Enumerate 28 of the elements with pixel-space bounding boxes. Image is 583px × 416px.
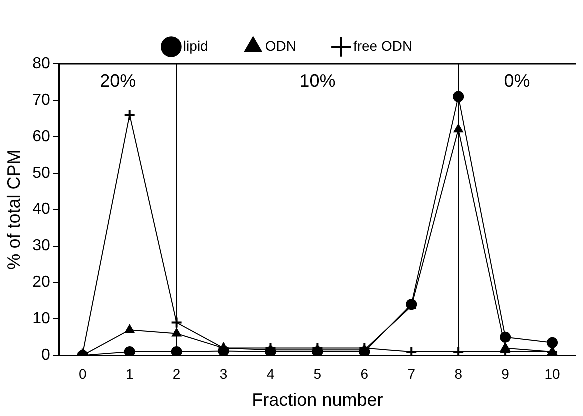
annotation: 0% xyxy=(504,70,530,91)
x-tick-label: 5 xyxy=(314,366,322,382)
y-tick-label: 20 xyxy=(32,274,50,292)
y-tick-label: 60 xyxy=(32,128,50,146)
x-tick-label: 4 xyxy=(266,366,275,382)
x-tick-label: 9 xyxy=(502,366,510,382)
x-axis-title: Fraction number xyxy=(252,390,384,410)
legend-label: free ODN xyxy=(353,38,413,54)
y-tick-label: 0 xyxy=(41,347,50,364)
y-tick-label: 80 xyxy=(32,55,50,72)
x-tick-label: 0 xyxy=(78,366,87,382)
x-tick-label: 1 xyxy=(126,366,134,382)
y-tick-label: 10 xyxy=(32,310,50,328)
x-tick-label: 3 xyxy=(220,366,228,382)
x-tick-label: 2 xyxy=(172,366,181,382)
legend-label: lipid xyxy=(183,38,208,54)
y-tick-label: 50 xyxy=(32,164,50,182)
x-tick-label: 7 xyxy=(408,366,416,382)
y-tick-label: 30 xyxy=(32,238,50,255)
y-axis-title: % of total CPM xyxy=(4,150,24,270)
annotation: 10% xyxy=(300,70,336,91)
x-tick-label: 10 xyxy=(544,366,561,382)
x-tick-label: 8 xyxy=(454,366,463,382)
x-tick-label: 6 xyxy=(360,366,369,382)
legend-label: ODN xyxy=(265,38,296,54)
annotation: 20% xyxy=(100,70,136,91)
y-tick-label: 70 xyxy=(32,92,50,109)
y-tick-label: 40 xyxy=(32,201,50,218)
